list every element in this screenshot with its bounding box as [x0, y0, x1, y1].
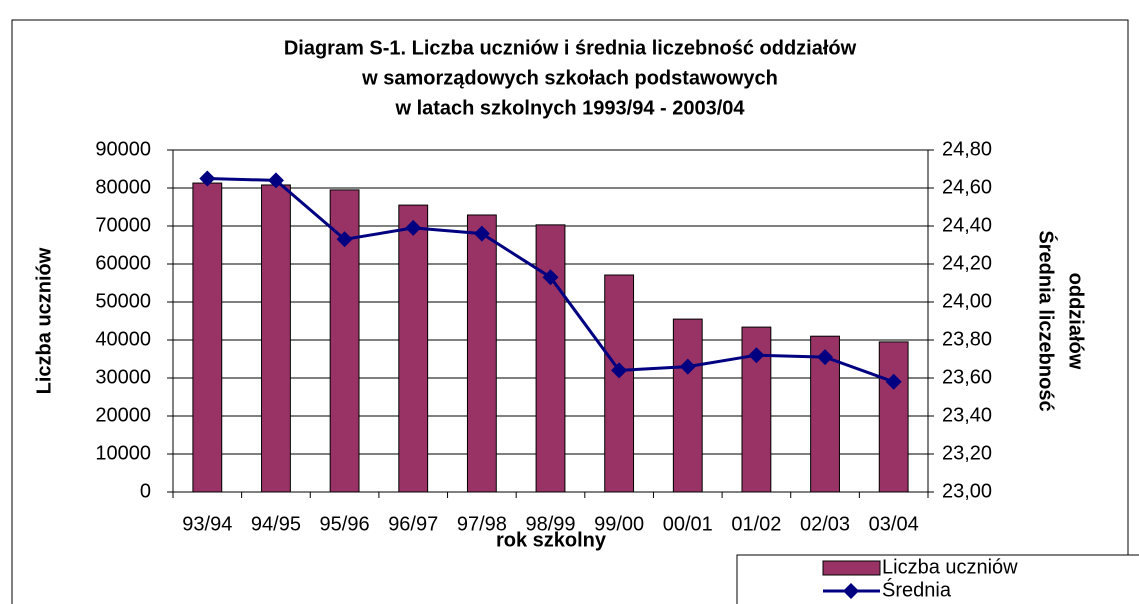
line-marker: [885, 373, 902, 390]
legend-swatch: [822, 560, 881, 576]
y-tick-label: 10000: [95, 442, 151, 464]
x-axis-title: rok szkolny: [496, 529, 607, 551]
y2-axis-title: oddziałów: [1065, 273, 1087, 370]
y2-tick-label: 24,00: [942, 290, 992, 312]
bar: [535, 224, 566, 493]
line-marker: [817, 349, 834, 366]
y2-tick-label: 24,80: [942, 138, 992, 160]
bar: [192, 182, 223, 493]
line-marker: [679, 358, 696, 375]
y2-tick-label: 23,80: [942, 328, 992, 350]
chart-title: w samorządowych szkołach podstawowych: [361, 67, 778, 89]
y2-tick-label: 24,60: [942, 176, 992, 198]
chart-border: [11, 19, 1129, 604]
x-tick-label: 03/04: [869, 513, 919, 535]
line-marker: [199, 170, 216, 187]
bar: [398, 204, 429, 493]
y-tick-label: 0: [140, 480, 151, 502]
line-marker: [748, 347, 765, 364]
x-tick-label: 00/01: [663, 513, 713, 535]
x-tick-label: 98/99: [525, 513, 575, 535]
y-tick-label: 40000: [95, 328, 151, 350]
line-marker: [336, 231, 353, 248]
chart-title: Diagram S-1. Liczba uczniów i średnia li…: [284, 37, 857, 59]
y-tick-label: 30000: [95, 366, 151, 388]
chart-title: w latach szkolnych 1993/94 - 2003/04: [394, 97, 745, 119]
x-tick-label: 99/00: [594, 513, 644, 535]
x-tick-label: 94/95: [251, 513, 301, 535]
y-axis-title: Liczba uczniów: [33, 247, 55, 394]
y-tick-label: 80000: [95, 176, 151, 198]
y-tick-label: 60000: [95, 252, 151, 274]
line-marker: [542, 269, 559, 286]
y2-tick-label: 23,40: [942, 404, 992, 426]
bar: [604, 274, 635, 493]
bar: [672, 318, 703, 493]
x-tick-label: 97/98: [457, 513, 507, 535]
line-marker: [267, 172, 284, 189]
x-tick-label: 93/94: [182, 513, 232, 535]
x-tick-label: 01/02: [731, 513, 781, 535]
bar: [261, 184, 291, 493]
y2-axis-title: Średnia liczebność: [1035, 230, 1059, 411]
y2-tick-label: 23,60: [942, 366, 992, 388]
y-tick-label: 50000: [95, 290, 151, 312]
line-marker: [611, 362, 628, 379]
y2-tick-label: 24,40: [942, 214, 992, 236]
y-tick-label: 20000: [95, 404, 151, 426]
line-marker: [473, 225, 490, 242]
legend-label: Liczba uczniów: [882, 556, 1018, 578]
x-tick-label: 02/03: [800, 513, 850, 535]
bar: [878, 341, 909, 493]
y-tick-label: 90000: [95, 138, 151, 160]
x-tick-label: 95/96: [320, 513, 370, 535]
line-marker: [405, 219, 422, 236]
y2-tick-label: 23,00: [942, 480, 992, 502]
bar: [466, 214, 497, 493]
legend-swatch: [843, 583, 859, 599]
x-tick-label: 96/97: [388, 513, 438, 535]
legend-label: Średnia: [882, 577, 952, 601]
y2-tick-label: 23,20: [942, 442, 992, 464]
y2-tick-label: 24,20: [942, 252, 992, 274]
y-tick-label: 70000: [95, 214, 151, 236]
legend-box: [736, 554, 1139, 604]
